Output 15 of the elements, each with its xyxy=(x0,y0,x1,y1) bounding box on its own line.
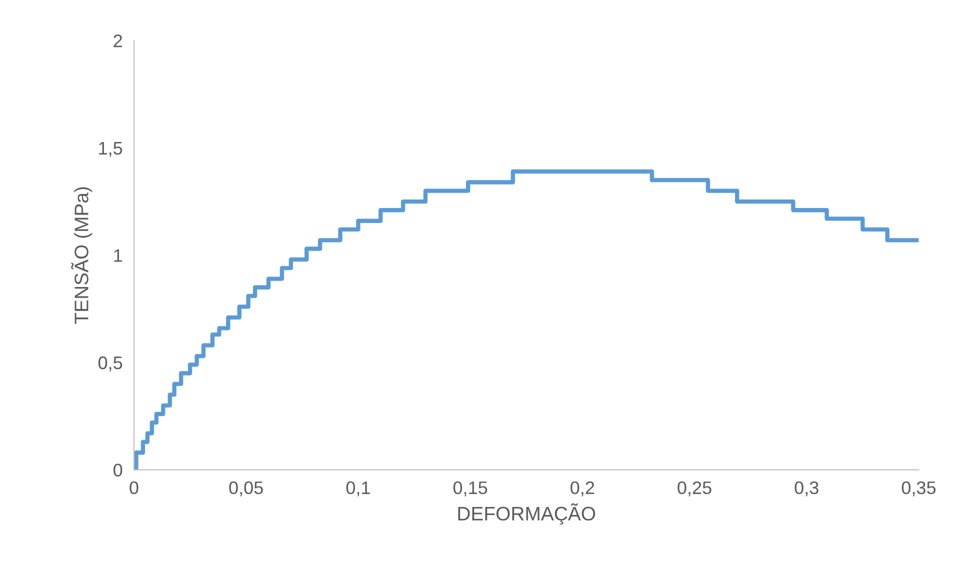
x-tick-label: 0,3 xyxy=(794,481,818,496)
y-tick-label: 1 xyxy=(114,249,122,262)
y-tick-label: 1,5 xyxy=(99,142,122,157)
x-tick-label: 0 xyxy=(130,481,138,494)
x-tick-label: 0,05 xyxy=(229,481,263,496)
y-tick-label: 0 xyxy=(114,464,122,477)
x-tick-label: 0,15 xyxy=(453,481,488,496)
x-tick-label: 0,25 xyxy=(678,481,712,496)
x-tick-label: 0,35 xyxy=(902,481,936,496)
y-axis-title: TENSÃO (MPa) xyxy=(71,187,92,324)
x-axis-title: DEFORMAÇÃO xyxy=(458,503,596,524)
x-tick-label: 0,2 xyxy=(570,481,594,496)
y-tick-label: 2 xyxy=(114,34,122,48)
x-tick-label: 0,1 xyxy=(346,481,370,496)
y-tick-label: 0,5 xyxy=(98,356,122,372)
